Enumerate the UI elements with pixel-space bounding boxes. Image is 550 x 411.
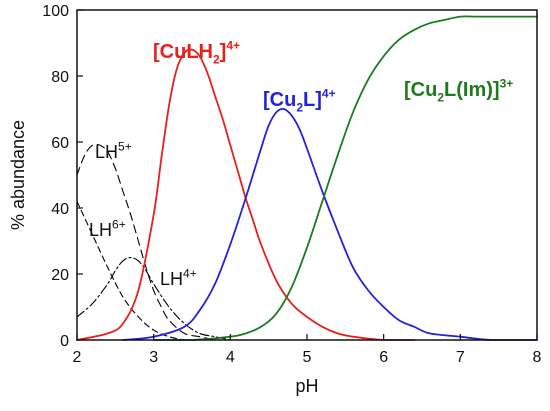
- y-axis-title: % abundance: [8, 120, 28, 230]
- y-tick-label: 40: [51, 201, 69, 218]
- x-tick-label: 6: [379, 349, 388, 366]
- series-line-cu2lim: [152, 15, 538, 341]
- series-label-cu2lim: [Cu2L(Im)]3+: [404, 77, 513, 105]
- x-tick-label: 7: [456, 349, 465, 366]
- y-tick-label: 20: [51, 267, 69, 284]
- series-line-lh4: [76, 256, 231, 341]
- x-tick-label: 5: [303, 349, 312, 366]
- series-label-cu2l: [Cu2L]4+: [263, 87, 336, 115]
- series-label-lh6: LH6+: [89, 217, 126, 240]
- series-label-lh4: LH4+: [160, 266, 197, 289]
- curves-layer: [76, 15, 538, 341]
- x-tick-label: 8: [533, 349, 542, 366]
- x-tick-label: 3: [149, 349, 158, 366]
- plot-frame: [76, 9, 538, 341]
- x-tick-label: 2: [73, 349, 82, 366]
- series-line-lh6: [76, 200, 185, 341]
- y-tick-label: 80: [51, 69, 69, 86]
- x-tick-label: 4: [226, 349, 235, 366]
- y-tick-label: 0: [60, 333, 69, 350]
- series-label-lh5: LH5+: [95, 139, 132, 162]
- series-line-culh2: [76, 48, 416, 341]
- series-line-cu2l: [122, 107, 538, 341]
- y-tick-label: 100: [42, 3, 69, 20]
- x-axis-title: pH: [295, 376, 318, 396]
- series-labels: LH6+ LH5+ LH4+ [CuLH2]4+ [Cu2L]4+ [Cu2L(Im)]3…: [89, 39, 513, 289]
- y-tick-label: 60: [51, 135, 69, 152]
- series-label-culh2: [CuLH2]4+: [153, 39, 240, 67]
- series-line-lh5: [76, 143, 216, 341]
